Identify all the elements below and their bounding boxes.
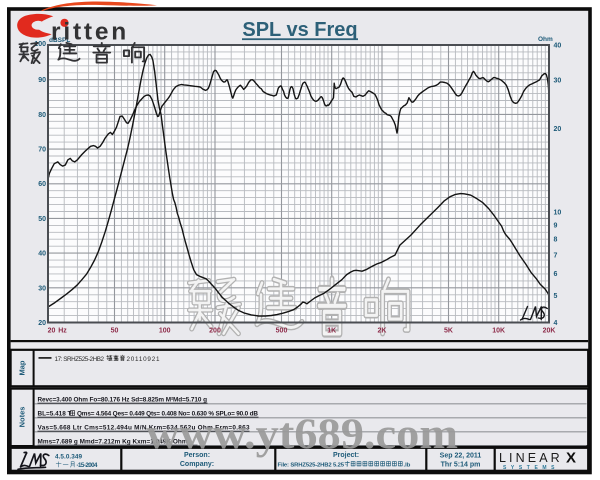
svg-text:Ohm: Ohm (538, 36, 553, 43)
svg-text:50: 50 (38, 216, 46, 223)
svg-text:Sep 22, 2011: Sep 22, 2011 (440, 452, 482, 459)
svg-text:40: 40 (38, 251, 46, 258)
svg-text:10K: 10K (492, 328, 505, 335)
svg-text:Person:: Person: (184, 452, 210, 459)
svg-text:4: 4 (554, 320, 558, 327)
svg-text:20: 20 (38, 320, 46, 327)
svg-text:50: 50 (111, 328, 119, 335)
svg-text:100: 100 (159, 328, 171, 335)
svg-text:2K: 2K (378, 328, 387, 335)
svg-text:.lb: .lb (404, 462, 411, 468)
svg-text:4.5.0.349: 4.5.0.349 (55, 454, 82, 461)
svg-text:ritten: ritten (51, 19, 129, 46)
svg-text:80: 80 (38, 112, 46, 119)
svg-text:Thr 5:14 pm: Thr 5:14 pm (441, 461, 481, 468)
svg-text:Map: Map (18, 360, 27, 375)
svg-text:Vas=5.668 Ltr Cms=512.494u M/: Vas=5.668 Ltr Cms=512.494u M/N Krm=634.5… (38, 425, 250, 432)
svg-text:SPL vs Freq: SPL vs Freq (242, 19, 357, 41)
svg-text:20: 20 (554, 126, 562, 133)
svg-text:X: X (566, 450, 576, 467)
svg-text:File: SRHZ525-2HB2 5.25: File: SRHZ525-2HB2 5.25 (278, 462, 345, 468)
svg-text:SYSTEMS: SYSTEMS (503, 465, 559, 471)
svg-text:70: 70 (38, 147, 46, 154)
svg-text:www.yt689.com: www.yt689.com (146, 411, 458, 458)
svg-text:30: 30 (38, 285, 46, 292)
svg-text:20: 20 (48, 328, 56, 335)
svg-text:500: 500 (276, 328, 288, 335)
svg-text:7: 7 (554, 253, 558, 260)
svg-text:Revc=3.400 Ohm Fo=80.176 Hz: Revc=3.400 Ohm Fo=80.176 Hz Sd=8.825m M²… (38, 397, 208, 404)
svg-text:8: 8 (554, 237, 558, 244)
svg-text:9: 9 (554, 222, 558, 229)
svg-text:dBSPL: dBSPL (49, 37, 70, 44)
svg-text:Company:: Company: (180, 461, 214, 468)
svg-text:BL=5.418 T: BL=5.418 T (38, 411, 72, 418)
svg-text:5K: 5K (444, 328, 453, 335)
svg-text:6: 6 (554, 271, 558, 278)
svg-text:100: 100 (34, 41, 46, 48)
svg-text:Mms=7.689 g Mmd=7.212m Kg Kx: Mms=7.689 g Mmd=7.212m Kg Kxm=1.049K Ohm (38, 439, 188, 446)
svg-text:90: 90 (38, 77, 46, 84)
svg-text:5: 5 (554, 293, 558, 300)
svg-text:17: SRHZ525-2HB2: 17: SRHZ525-2HB2 (55, 356, 105, 363)
svg-text:200: 200 (209, 328, 221, 335)
svg-text:-15-2004: -15-2004 (77, 462, 99, 469)
svg-text:Notes: Notes (18, 407, 27, 428)
svg-text:LINEAR: LINEAR (499, 451, 563, 465)
svg-text:10: 10 (554, 210, 562, 217)
svg-text:Project:: Project: (333, 452, 359, 459)
svg-text:1K: 1K (327, 328, 336, 335)
svg-text:40: 40 (554, 43, 562, 50)
svg-text:20110921: 20110921 (127, 356, 160, 363)
svg-text:20K: 20K (543, 328, 556, 335)
svg-text:Qms= 4.564 Qes= 0.449 Qts= 0: Qms= 4.564 Qes= 0.449 Qts= 0.408 No= 0.6… (77, 411, 258, 418)
svg-text:Hz: Hz (58, 328, 67, 335)
svg-text:60: 60 (38, 181, 46, 188)
svg-text:30: 30 (554, 77, 562, 84)
